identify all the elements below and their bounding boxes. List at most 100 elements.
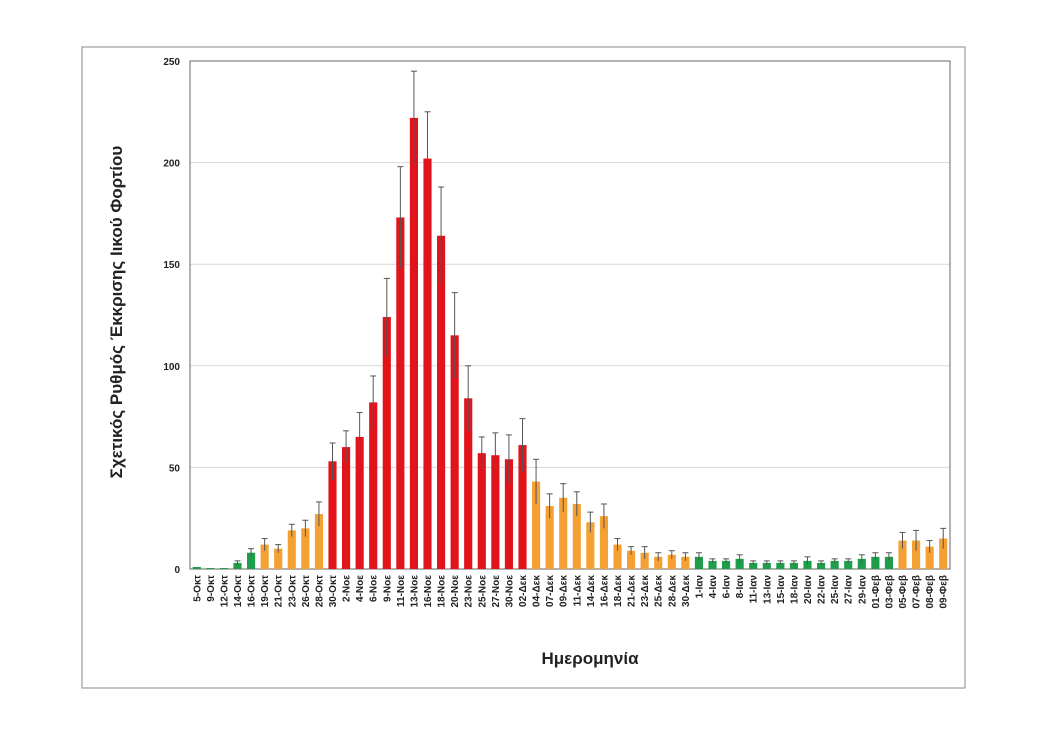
x-tick-label: 16-Νοε — [423, 575, 434, 608]
x-tick-label: 25-Νοε — [477, 575, 488, 608]
bar — [708, 560, 717, 569]
bar — [532, 481, 541, 569]
x-tick-label: 30-Οκτ — [328, 574, 339, 607]
y-axis-label: Σχετικός Ρυθμός Έκκρισης Ιικού Φορτίου — [107, 146, 126, 479]
y-tick-label: 0 — [174, 565, 180, 576]
y-tick-label: 250 — [163, 57, 180, 68]
bar — [450, 335, 459, 569]
x-tick-label: 4-Νοε — [355, 575, 366, 602]
x-tick-label: 20-Ιαν — [803, 575, 814, 604]
y-tick-label: 100 — [163, 362, 180, 373]
bar — [762, 562, 771, 569]
x-tick-label: 05-Φεβ — [898, 575, 909, 609]
bar — [274, 548, 283, 569]
bar — [667, 554, 676, 569]
bar — [681, 556, 690, 569]
bar — [314, 514, 323, 569]
x-tick-label: 18-Δεκ — [613, 575, 624, 607]
bar — [219, 567, 228, 569]
bar — [382, 317, 391, 569]
bar — [206, 567, 215, 569]
x-tick-label: 11-Ιαν — [749, 575, 760, 604]
bar — [355, 436, 364, 569]
bar — [504, 459, 513, 569]
x-tick-label: 11-Νοε — [396, 575, 407, 607]
bar — [328, 461, 337, 569]
x-tick-label: 13-Νοε — [409, 575, 420, 608]
x-tick-label: 16-Οκτ — [247, 574, 258, 607]
bar — [884, 556, 893, 569]
bar — [559, 497, 568, 569]
bar — [423, 158, 432, 569]
x-tick-label: 5-Οκτ — [192, 574, 203, 601]
bar — [925, 546, 934, 569]
x-tick-label: 27-Ιαν — [844, 575, 855, 604]
y-tick-label: 50 — [169, 463, 181, 474]
x-tick-label: 20-Νοε — [450, 575, 461, 608]
x-tick-label: 4-Ιαν — [708, 575, 719, 599]
x-tick-label: 6-Ιαν — [722, 575, 733, 599]
y-tick-label: 200 — [163, 159, 180, 170]
x-tick-label: 07-Δεκ — [545, 575, 556, 607]
x-tick-label: 25-Δεκ — [654, 575, 665, 607]
bar — [817, 562, 826, 569]
x-tick-label: 14-Δεκ — [586, 575, 597, 607]
x-tick-label: 14-Οκτ — [233, 574, 244, 607]
bar — [342, 447, 351, 569]
bar — [233, 562, 242, 569]
x-tick-label: 28-Οκτ — [314, 574, 325, 607]
x-tick-label: 23-Νοε — [464, 575, 475, 608]
bar — [192, 566, 201, 569]
x-tick-label: 27-Νοε — [491, 575, 502, 608]
bar — [627, 550, 636, 569]
x-tick-label: 8-Ιαν — [735, 575, 746, 599]
x-tick-label: 29-Ιαν — [857, 575, 868, 604]
plot-area — [189, 60, 951, 570]
x-tick-label: 28-Δεκ — [667, 575, 678, 607]
x-tick-label: 18-Νοε — [437, 575, 448, 608]
bar — [694, 556, 703, 569]
x-tick-label: 01-Φεβ — [871, 575, 882, 609]
x-tick-label: 2-Νοε — [342, 575, 353, 602]
bar — [260, 544, 269, 569]
bar — [477, 453, 486, 569]
x-tick-label: 11-Δεκ — [572, 575, 583, 607]
bar — [749, 562, 758, 569]
bar — [599, 516, 608, 569]
bar — [735, 558, 744, 569]
bar — [287, 530, 296, 569]
bar — [898, 540, 907, 569]
x-tick-label: 04-Δεκ — [532, 575, 543, 607]
bar — [572, 503, 581, 569]
bar — [871, 556, 880, 569]
x-tick-label: 30-Νοε — [504, 575, 515, 608]
bar — [654, 556, 663, 569]
x-tick-label: 21-Οκτ — [274, 574, 285, 607]
bar — [437, 235, 446, 569]
bar — [369, 402, 378, 569]
bar — [545, 506, 554, 569]
x-axis-label: Ημερομηνία — [541, 649, 639, 668]
x-tick-label: 30-Δεκ — [681, 575, 692, 607]
bar — [518, 445, 527, 569]
bar — [939, 538, 948, 569]
bar — [789, 562, 798, 569]
figure-frame — [81, 46, 966, 689]
x-tick-label: 07-Φεβ — [912, 575, 923, 609]
bar — [464, 398, 473, 569]
x-tick-label: 09-Δεκ — [559, 575, 570, 607]
x-tick-label: 23-Οκτ — [287, 574, 298, 607]
x-tick-label: 13-Ιαν — [762, 575, 773, 604]
x-tick-label: 02-Δεκ — [518, 575, 529, 607]
bar — [857, 558, 866, 569]
bar — [409, 117, 418, 570]
x-tick-label: 16-Δεκ — [599, 575, 610, 607]
x-tick-label: 08-Φεβ — [925, 575, 936, 609]
x-tick-label: 9-Νοε — [382, 575, 393, 602]
bar — [722, 560, 731, 569]
bar — [776, 562, 785, 569]
bar — [491, 455, 500, 569]
x-tick-label: 25-Ιαν — [830, 575, 841, 604]
bar — [613, 544, 622, 569]
